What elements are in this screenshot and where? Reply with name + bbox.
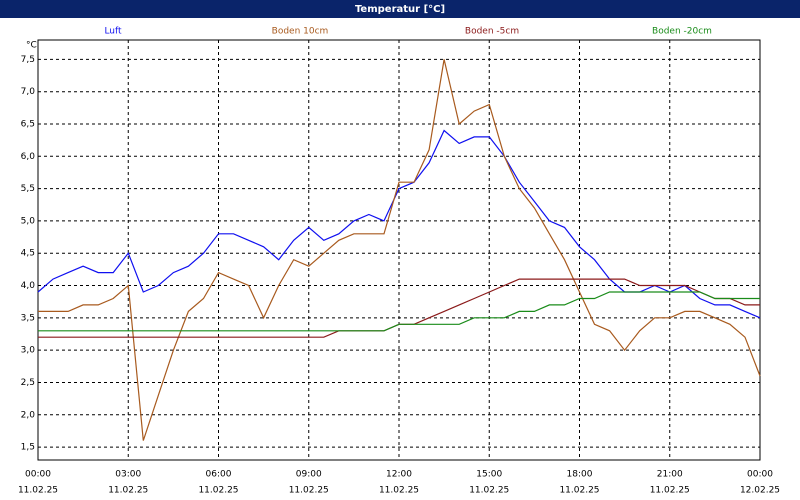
y-tick-label: 1,5 [21, 443, 35, 453]
y-tick-label: 6,5 [21, 120, 35, 130]
x-tick-label: 00:00 [747, 470, 773, 480]
series-line [38, 59, 761, 441]
legend-entry: Boden 10cm [272, 27, 329, 37]
series-line [38, 291, 760, 332]
x-tick-date: 11.02.25 [650, 486, 690, 496]
y-tick-label: 3,0 [21, 346, 36, 356]
y-tick-label: 2,0 [21, 410, 36, 420]
x-tick-label: 12:00 [386, 470, 412, 480]
legend-entry: Boden -20cm [652, 27, 712, 37]
x-tick-date: 11.02.25 [198, 486, 238, 496]
y-tick-label: 3,5 [21, 313, 35, 323]
x-tick-date: 11.02.25 [379, 486, 419, 496]
y-tick-label: 2,5 [21, 378, 35, 388]
y-tick-label: 6,0 [21, 152, 36, 162]
x-tick-date: 11.02.25 [108, 486, 148, 496]
x-tick-date: 11.02.25 [18, 486, 58, 496]
x-tick-label: 06:00 [206, 470, 232, 480]
x-tick-label: 03:00 [115, 470, 141, 480]
y-tick-label: 7,5 [21, 55, 35, 65]
y-tick-label: 5,5 [21, 184, 35, 194]
title-bar [0, 0, 800, 18]
y-tick-label: 4,5 [21, 249, 35, 259]
y-tick-label: 5,0 [21, 216, 36, 226]
legend-entry: Boden -5cm [465, 27, 519, 37]
x-tick-label: 00:00 [25, 470, 51, 480]
legend-entry: Luft [104, 27, 122, 37]
chart-title: Temperatur [°C] [355, 4, 445, 15]
x-tick-label: 09:00 [296, 470, 322, 480]
y-tick-label: 4,0 [21, 281, 36, 291]
y-tick-label: 7,0 [21, 87, 36, 97]
x-tick-date: 11.02.25 [559, 486, 599, 496]
x-tick-date: 12.02.25 [740, 486, 780, 496]
x-tick-label: 21:00 [657, 470, 683, 480]
x-tick-date: 11.02.25 [289, 486, 329, 496]
x-tick-date: 11.02.25 [469, 486, 509, 496]
x-tick-label: 18:00 [567, 470, 593, 480]
x-tick-label: 15:00 [476, 470, 502, 480]
y-axis-label: °C [26, 41, 37, 51]
